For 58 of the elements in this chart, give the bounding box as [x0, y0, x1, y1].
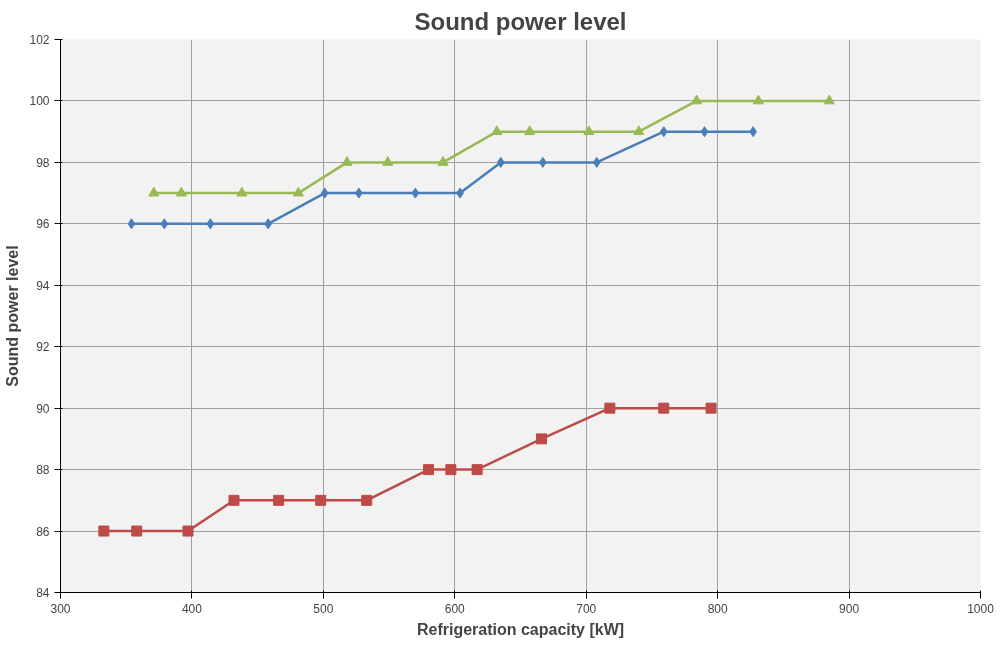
point — [691, 94, 703, 105]
x-tick-label: 700 — [576, 601, 597, 616]
x-axis-title: Refrigeration capacity [kW] — [416, 620, 625, 638]
point — [658, 402, 670, 414]
point — [583, 125, 595, 136]
point — [659, 126, 668, 138]
chart-title: Sound power level — [414, 7, 627, 35]
x-tick-label: 600 — [444, 601, 466, 616]
x-tick-label: 500 — [313, 601, 334, 616]
point — [445, 464, 457, 476]
point — [491, 125, 503, 136]
point — [411, 187, 420, 199]
point — [382, 156, 394, 166]
point — [823, 94, 835, 105]
point — [292, 186, 304, 197]
point — [127, 218, 136, 230]
y-tick-label: 98 — [36, 155, 50, 170]
point — [206, 218, 215, 230]
y-tick-label: 100 — [29, 94, 50, 109]
y-tick-label: 86 — [36, 524, 50, 539]
point — [592, 156, 601, 168]
point — [236, 186, 248, 197]
point — [361, 494, 373, 506]
point — [273, 494, 285, 506]
point — [536, 433, 548, 445]
x-tick-label: 900 — [839, 601, 860, 616]
point — [633, 125, 645, 136]
point — [341, 156, 353, 166]
point — [315, 494, 327, 506]
y-tick-label: 92 — [36, 340, 50, 355]
point — [471, 464, 483, 476]
y-tick-label: 88 — [36, 463, 50, 478]
point — [524, 125, 536, 136]
point — [705, 402, 717, 414]
y-tick-label: 96 — [36, 217, 50, 232]
y-tick-label: 94 — [36, 278, 50, 293]
x-tick-label: 800 — [707, 601, 728, 616]
point — [175, 186, 187, 197]
y-tick-label: 90 — [36, 401, 50, 416]
y-tick-label: 102 — [29, 33, 50, 47]
point — [131, 525, 143, 537]
point — [752, 94, 764, 105]
point — [423, 464, 434, 476]
point — [98, 525, 110, 537]
x-tick-label: 400 — [181, 601, 203, 616]
point — [496, 156, 505, 168]
point — [160, 218, 169, 230]
x-tick-label: 300 — [50, 601, 71, 616]
point — [604, 402, 616, 414]
point — [228, 494, 240, 506]
point — [148, 186, 160, 197]
point — [437, 156, 449, 166]
y-tick-label: 84 — [36, 586, 50, 600]
point — [182, 525, 194, 537]
point — [320, 187, 329, 199]
y-axis-title: Sound power level — [4, 245, 22, 387]
point — [700, 126, 709, 138]
x-tick-label: 1000 — [967, 601, 995, 616]
